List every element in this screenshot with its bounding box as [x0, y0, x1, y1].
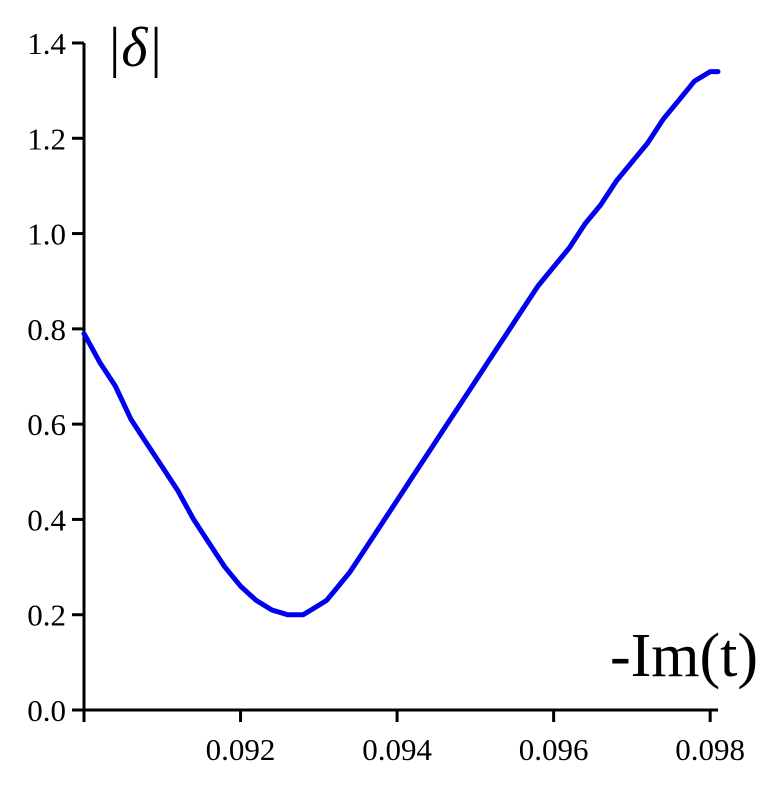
y-tick-label: 1.4 [27, 26, 66, 61]
x-tick-label: 0.098 [675, 732, 745, 767]
axes [82, 43, 718, 712]
y-tick-label: 0.4 [27, 502, 66, 537]
series-layer [81, 69, 721, 618]
y-tick-label: 0.8 [27, 312, 66, 347]
tick-marks [72, 41, 712, 722]
x-tick-label: 0.096 [519, 732, 589, 767]
x-axis-title: -Im(t) [610, 622, 758, 690]
y-tick-label: 1.2 [27, 121, 66, 156]
x-tick-label: 0.094 [362, 732, 432, 767]
y-tick-label: 0.2 [27, 598, 66, 633]
x-tick-label: 0.092 [206, 732, 276, 767]
tick-labels: 0.0 0.2 0.4 0.6 0.8 1.0 1.2 1.4 0.092 0.094 0.096 0… [27, 26, 745, 767]
y-tick-label: 0.0 [27, 693, 66, 728]
y-tick-label: 1.0 [27, 217, 66, 252]
series-line [81, 69, 721, 618]
y-tick-label: 0.6 [27, 407, 66, 442]
y-axis-title: |δ| [106, 17, 163, 79]
